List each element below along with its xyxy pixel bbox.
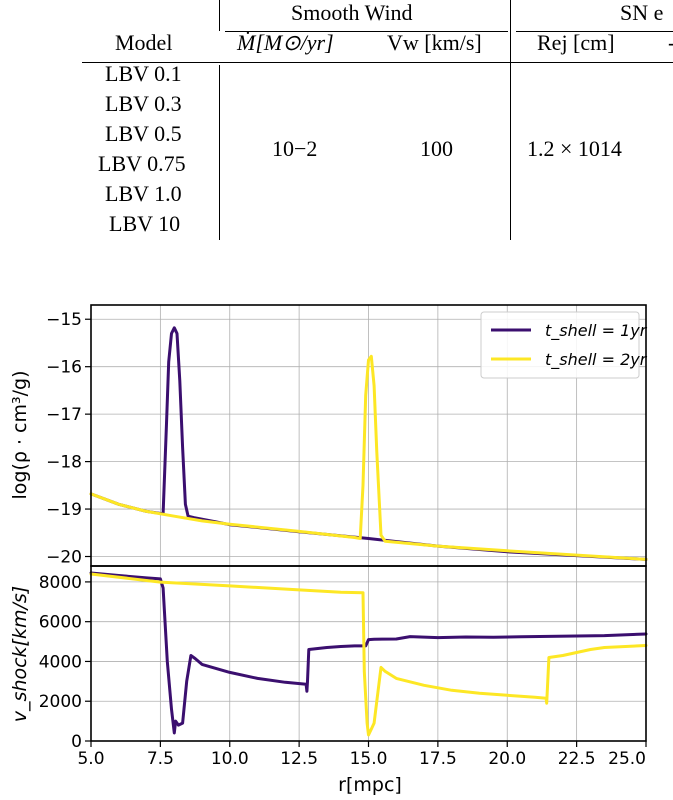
model-name: LBV 0.3 (105, 91, 182, 116)
bottom-y-tick-label: 6000 (39, 613, 82, 633)
top-y-tick-label: −18 (46, 453, 82, 473)
table-column-divider (510, 0, 511, 240)
x-tick-label: 5.0 (77, 749, 104, 769)
table-column-divider (219, 0, 220, 31)
column-header-rej: Rej [cm] (537, 30, 615, 55)
rej-value: 1.2 × 1014 (527, 136, 622, 161)
vw-value: 100 (420, 136, 453, 161)
top-y-ticks: −15 −16 −17 −18 −19 −20 (46, 310, 91, 568)
top-y-axis-label: log(ρ · cm³/g) (9, 370, 31, 499)
table-column-divider (219, 65, 220, 240)
group-underline (516, 31, 673, 32)
x-tick-label: 17.5 (419, 749, 457, 769)
x-tick-label: 7.5 (147, 749, 174, 769)
model-name: LBV 1.0 (105, 181, 182, 206)
density-velocity-chart: −15 −16 −17 −18 −19 −20 0 2000 4000 6000 8000 5.0… (9, 304, 648, 796)
legend: t_shell = 1yr t_shell = 2yr (480, 311, 648, 379)
column-header-clipped: - (668, 31, 673, 55)
group-header-smooth-wind: Smooth Wind (291, 0, 413, 25)
x-tick-label: 22.5 (558, 749, 596, 769)
column-header-mdot: Ṁ[M⊙/yr] (237, 30, 334, 55)
bottom-gridlines (90, 566, 647, 742)
top-y-tick-label: −17 (46, 405, 82, 425)
header-rule (82, 62, 673, 63)
legend-label-1yr: t_shell = 1yr (545, 321, 648, 341)
density-line-2yr (89, 354, 648, 561)
top-y-tick-label: −19 (46, 500, 82, 520)
x-tick-label: 12.5 (280, 749, 318, 769)
legend-label-2yr: t_shell = 2yr (545, 350, 648, 370)
column-header-model: Model (115, 30, 173, 55)
model-name: LBV 0.1 (105, 61, 182, 86)
x-tick-label: 15.0 (350, 749, 388, 769)
x-axis-label: r[mpc] (338, 774, 402, 796)
top-y-tick-label: −16 (46, 358, 82, 378)
shock-velocity-line-2yr (89, 572, 648, 737)
group-header-sn: SN e (620, 0, 664, 25)
bottom-series-lines (89, 571, 648, 737)
x-ticks: 5.0 7.5 10.0 12.5 15.0 17.5 20.0 22.5 25.0 (77, 741, 647, 769)
x-tick-label: 25.0 (608, 749, 646, 769)
bottom-y-tick-label: 8000 (39, 573, 82, 593)
top-y-tick-label: −15 (46, 310, 82, 330)
top-y-tick-label: −20 (46, 548, 82, 568)
bottom-y-tick-label: 4000 (39, 652, 82, 672)
parameter-table: Smooth Wind SN e Model Ṁ[M⊙/yr] Vw [km/s… (0, 0, 673, 250)
bottom-y-ticks: 0 2000 4000 6000 8000 (39, 573, 91, 752)
shock-velocity-line-1yr (89, 571, 648, 735)
model-name: LBV 0.5 (105, 121, 182, 146)
x-tick-label: 10.0 (211, 749, 249, 769)
model-name: LBV 10 (109, 211, 181, 236)
mdot-value: 10−2 (272, 136, 318, 161)
x-tick-label: 20.0 (488, 749, 526, 769)
column-header-vw: Vw [km/s] (387, 30, 482, 55)
top-series-lines (89, 326, 648, 561)
group-underline (225, 31, 508, 32)
bottom-y-axis-label: v_shock[km/s] (9, 586, 31, 722)
bottom-y-tick-label: 0 (71, 732, 82, 752)
model-name: LBV 0.75 (98, 151, 186, 176)
bottom-y-tick-label: 2000 (39, 692, 82, 712)
